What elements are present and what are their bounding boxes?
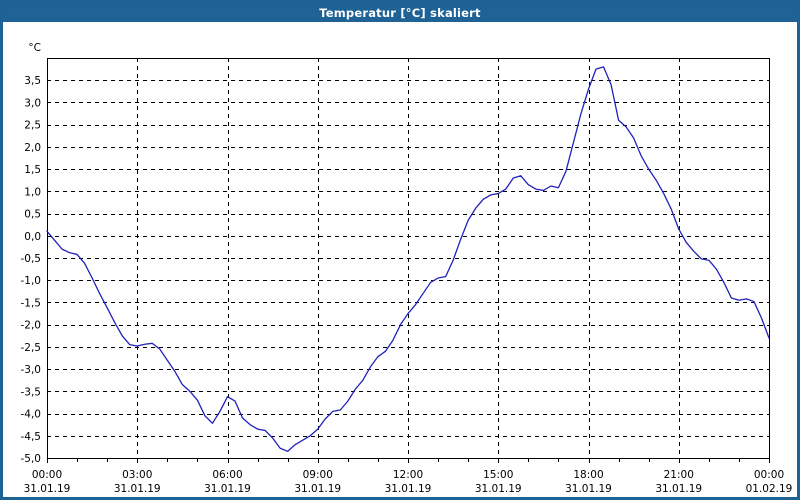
- x-axis-time-label: 15:00: [483, 469, 513, 481]
- y-axis-tick-label: -2,0: [21, 320, 42, 332]
- y-axis-unit-label: °C: [28, 42, 41, 54]
- y-axis-tick-label: 1,5: [24, 164, 41, 176]
- y-axis-tick-label: 1,0: [24, 186, 41, 198]
- y-axis-tick-label: -4,5: [21, 431, 42, 443]
- x-axis-time-label: 06:00: [212, 469, 242, 481]
- x-axis-time-label: 09:00: [303, 469, 333, 481]
- x-axis-date-label: 31.01.19: [655, 483, 702, 495]
- y-axis-tick-label: 2,0: [24, 142, 41, 154]
- y-axis-tick-label: 0,0: [24, 231, 41, 243]
- data-series-line: [46, 66, 770, 452]
- y-axis-tick-label: -5,0: [21, 453, 42, 465]
- data-series-layer: [46, 66, 770, 452]
- x-axis-labels: 00:00 31.01.19 03:00 31.01.19 06:00 31.01.19 0…: [24, 469, 793, 495]
- x-axis-time-label: 18:00: [573, 469, 603, 481]
- x-axis-time-label: 21:00: [664, 469, 694, 481]
- x-axis-date-label: 31.01.19: [114, 483, 161, 495]
- x-axis-time-label: 00:00: [32, 469, 62, 481]
- x-axis-date-label: 31.01.19: [475, 483, 522, 495]
- x-axis-date-label: 31.01.19: [204, 483, 251, 495]
- x-axis-date-label: 31.01.19: [565, 483, 612, 495]
- x-axis-date-label: 31.01.19: [385, 483, 432, 495]
- x-axis-date-label: 31.01.19: [294, 483, 341, 495]
- x-axis-time-label: 03:00: [122, 469, 152, 481]
- y-axis-unit-label: °C: [28, 42, 41, 54]
- y-axis-tick-label: 3,0: [24, 97, 41, 109]
- axis-ticks: [47, 458, 770, 463]
- y-axis-labels: 3,5 3,0 2,5 2,0 1,5 1,0 0,5 0,0 -0,5 -1,0 -1,5 -2,0…: [21, 75, 42, 465]
- chart-plot-area: 3,5 3,0 2,5 2,0 1,5 1,0 0,5 0,0 -0,5 -1,0 -1,5 -2,0…: [3, 22, 797, 497]
- x-axis-time-label: 00:00: [754, 469, 784, 481]
- y-axis-tick-label: -4,0: [21, 409, 42, 421]
- y-axis-tick-label: 2,5: [24, 120, 41, 132]
- y-axis-tick-label: 3,5: [24, 75, 41, 87]
- y-axis-tick-label: -3,5: [21, 386, 42, 398]
- x-axis-date-label: 31.01.19: [24, 483, 71, 495]
- y-axis-tick-label: 0,5: [24, 209, 41, 221]
- y-axis-tick-label: -3,0: [21, 364, 42, 376]
- temperature-line-chart: 3,5 3,0 2,5 2,0 1,5 1,0 0,5 0,0 -0,5 -1,0 -1,5 -2,0…: [21, 42, 793, 495]
- y-axis-tick-label: -2,5: [21, 342, 42, 354]
- window-title-bar: Temperatur [°C] skaliert: [3, 3, 797, 22]
- y-axis-tick-label: -1,0: [21, 275, 42, 287]
- page-title: Temperatur [°C] skaliert: [319, 5, 481, 20]
- x-axis-time-label: 12:00: [393, 469, 423, 481]
- y-axis-tick-label: -0,5: [21, 253, 42, 265]
- y-axis-tick-label: -1,5: [21, 297, 42, 309]
- gridlines: [47, 58, 769, 459]
- x-axis-date-label: 01.02.19: [746, 483, 793, 495]
